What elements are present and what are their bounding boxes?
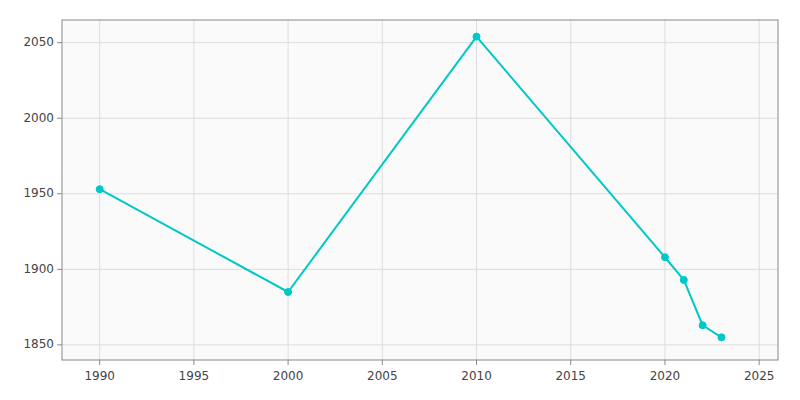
y-tick [57, 118, 62, 119]
plot-background [62, 20, 778, 360]
data-layer [96, 33, 725, 341]
y-tick-label: 2050 [23, 35, 54, 49]
y-grid-line [62, 269, 778, 270]
chart-svg: 1850 1900 1950 2000 2050 1990 1995 2000 2005 2010… [0, 0, 800, 400]
x-tick-label: 2005 [367, 369, 398, 383]
x-tick [99, 360, 100, 365]
x-grid-line [288, 20, 289, 360]
y-tick [57, 193, 62, 194]
data-point [661, 254, 668, 261]
y-tick [57, 42, 62, 43]
x-tick [288, 360, 289, 365]
x-tick [382, 360, 383, 365]
plot-frame [62, 20, 778, 360]
y-tick-label: 1900 [23, 262, 54, 276]
data-point [473, 33, 480, 40]
x-tick-label: 2000 [273, 369, 304, 383]
data-line [100, 37, 722, 338]
x-tick-label: 1995 [179, 369, 210, 383]
data-point [680, 276, 687, 283]
x-tick-label: 2010 [461, 369, 492, 383]
y-tick-label: 1850 [23, 337, 54, 351]
x-tick-label: 1990 [84, 369, 115, 383]
x-grid-line [570, 20, 571, 360]
x-tick-label: 2020 [650, 369, 681, 383]
x-grid-line [664, 20, 665, 360]
x-grid-line [382, 20, 383, 360]
y-tick [57, 344, 62, 345]
x-tick-label: 2025 [744, 369, 775, 383]
x-tick [759, 360, 760, 365]
x-tick [476, 360, 477, 365]
chart-container: 1850 1900 1950 2000 2050 1990 1995 2000 2005 2010… [0, 0, 800, 400]
x-tick [664, 360, 665, 365]
axes: 1850 1900 1950 2000 2050 1990 1995 2000 2005 2010… [23, 35, 774, 383]
grid [62, 20, 778, 360]
y-grid-line [62, 118, 778, 119]
data-point [96, 186, 103, 193]
y-tick [57, 269, 62, 270]
y-grid-line [62, 344, 778, 345]
data-point [718, 334, 725, 341]
x-grid-line [476, 20, 477, 360]
x-grid-line [193, 20, 194, 360]
y-tick-label: 2000 [23, 111, 54, 125]
x-tick [193, 360, 194, 365]
y-grid-line [62, 42, 778, 43]
y-tick-label: 1950 [23, 186, 54, 200]
x-tick-label: 2015 [555, 369, 586, 383]
data-point [699, 322, 706, 329]
x-tick [570, 360, 571, 365]
y-grid-line [62, 193, 778, 194]
x-grid-line [759, 20, 760, 360]
data-point [285, 289, 292, 296]
